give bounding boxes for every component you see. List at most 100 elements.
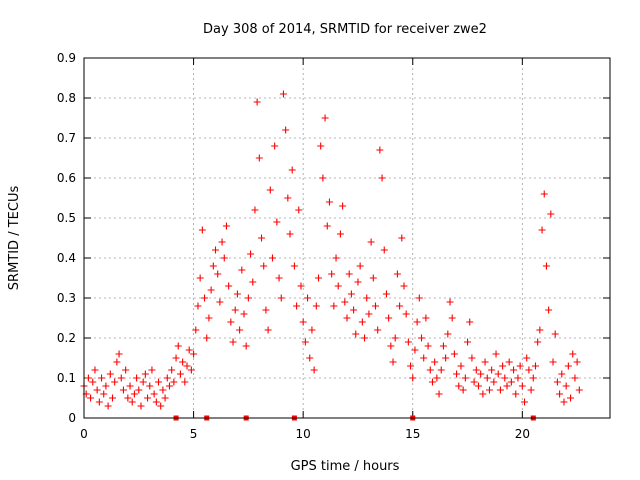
data-point bbox=[196, 274, 204, 282]
data-point bbox=[330, 302, 338, 310]
data-point bbox=[505, 358, 513, 366]
data-point bbox=[244, 294, 252, 302]
data-point bbox=[365, 310, 373, 318]
data-point bbox=[450, 350, 458, 358]
data-point bbox=[531, 362, 539, 370]
data-point bbox=[227, 318, 235, 326]
data-point bbox=[545, 306, 553, 314]
data-point bbox=[459, 386, 467, 394]
data-point bbox=[376, 146, 384, 154]
data-point bbox=[157, 402, 165, 410]
data-point bbox=[424, 342, 432, 350]
data-point bbox=[354, 278, 362, 286]
data-point bbox=[363, 294, 371, 302]
x-tick-label: 20 bbox=[515, 427, 530, 441]
data-point bbox=[84, 374, 92, 382]
data-point bbox=[225, 282, 233, 290]
data-point bbox=[155, 378, 163, 386]
chart-title: Day 308 of 2014, SRMTID for receiver zwe… bbox=[203, 22, 487, 37]
grid bbox=[84, 58, 610, 418]
data-point bbox=[483, 374, 491, 382]
data-point bbox=[573, 358, 581, 366]
plot-frame bbox=[83, 57, 611, 419]
y-tick-label: 0.2 bbox=[57, 331, 76, 345]
data-point bbox=[481, 358, 489, 366]
data-point bbox=[525, 366, 533, 374]
data-point bbox=[336, 230, 344, 238]
data-point bbox=[194, 302, 202, 310]
data-point bbox=[284, 194, 292, 202]
data-point bbox=[98, 374, 106, 382]
data-point bbox=[238, 266, 246, 274]
data-point bbox=[518, 382, 526, 390]
data-point bbox=[415, 294, 423, 302]
data-point bbox=[350, 306, 358, 314]
data-point bbox=[174, 342, 182, 350]
data-point bbox=[231, 306, 239, 314]
axis-ticks: 0 0.1 0.2 0.3 0.4 0.5 0.6 0.7 0.8 0.9 0 5 10 15 20 bbox=[57, 51, 610, 441]
data-point bbox=[207, 286, 215, 294]
data-point bbox=[113, 358, 121, 366]
data-point bbox=[358, 318, 366, 326]
data-point bbox=[475, 382, 482, 390]
y-tick-label: 0.3 bbox=[57, 291, 76, 305]
data-point bbox=[389, 358, 397, 366]
data-point bbox=[117, 374, 125, 382]
data-point bbox=[398, 234, 406, 242]
data-point bbox=[402, 310, 410, 318]
data-point bbox=[165, 382, 173, 390]
data-point bbox=[268, 254, 276, 262]
data-point bbox=[442, 354, 450, 362]
data-point bbox=[521, 398, 529, 406]
data-point bbox=[308, 326, 316, 334]
data-point bbox=[507, 378, 515, 386]
data-point bbox=[190, 350, 198, 358]
data-point bbox=[209, 262, 217, 270]
data-point bbox=[315, 274, 323, 282]
data-point bbox=[102, 382, 110, 390]
data-point bbox=[400, 282, 408, 290]
data-point bbox=[407, 362, 415, 370]
data-point bbox=[411, 346, 419, 354]
data-point bbox=[148, 366, 156, 374]
data-point bbox=[457, 362, 465, 370]
data-point bbox=[378, 174, 386, 182]
data-point bbox=[387, 342, 395, 350]
data-point bbox=[87, 394, 95, 402]
data-point bbox=[341, 298, 349, 306]
x-tick-label: 5 bbox=[190, 427, 198, 441]
data-point bbox=[369, 274, 377, 282]
data-point bbox=[183, 362, 191, 370]
data-point bbox=[111, 378, 119, 386]
data-point bbox=[271, 142, 279, 150]
data-point bbox=[172, 354, 180, 362]
data-point bbox=[571, 374, 579, 382]
y-axis-label: SRMTID / TECUs bbox=[7, 186, 22, 291]
data-point bbox=[106, 370, 114, 378]
data-point bbox=[345, 270, 353, 278]
data-point bbox=[222, 222, 230, 230]
data-point bbox=[490, 378, 498, 386]
y-tick-label: 0.7 bbox=[57, 131, 76, 145]
data-point bbox=[323, 222, 331, 230]
data-point bbox=[135, 386, 143, 394]
data-point bbox=[437, 366, 445, 374]
x-axis-label: GPS time / hours bbox=[291, 459, 400, 474]
data-point bbox=[343, 314, 351, 322]
data-point bbox=[494, 370, 502, 378]
data-point bbox=[418, 334, 426, 342]
data-point bbox=[233, 290, 241, 298]
data-point bbox=[277, 294, 285, 302]
data-point bbox=[496, 386, 504, 394]
data-point bbox=[499, 362, 507, 370]
data-point bbox=[448, 314, 456, 322]
data-point bbox=[393, 270, 401, 278]
data-point bbox=[152, 398, 160, 406]
data-point bbox=[255, 154, 263, 162]
data-point bbox=[288, 166, 296, 174]
data-point bbox=[130, 390, 138, 398]
data-point bbox=[472, 366, 480, 374]
data-point bbox=[306, 354, 314, 362]
data-point bbox=[391, 334, 399, 342]
